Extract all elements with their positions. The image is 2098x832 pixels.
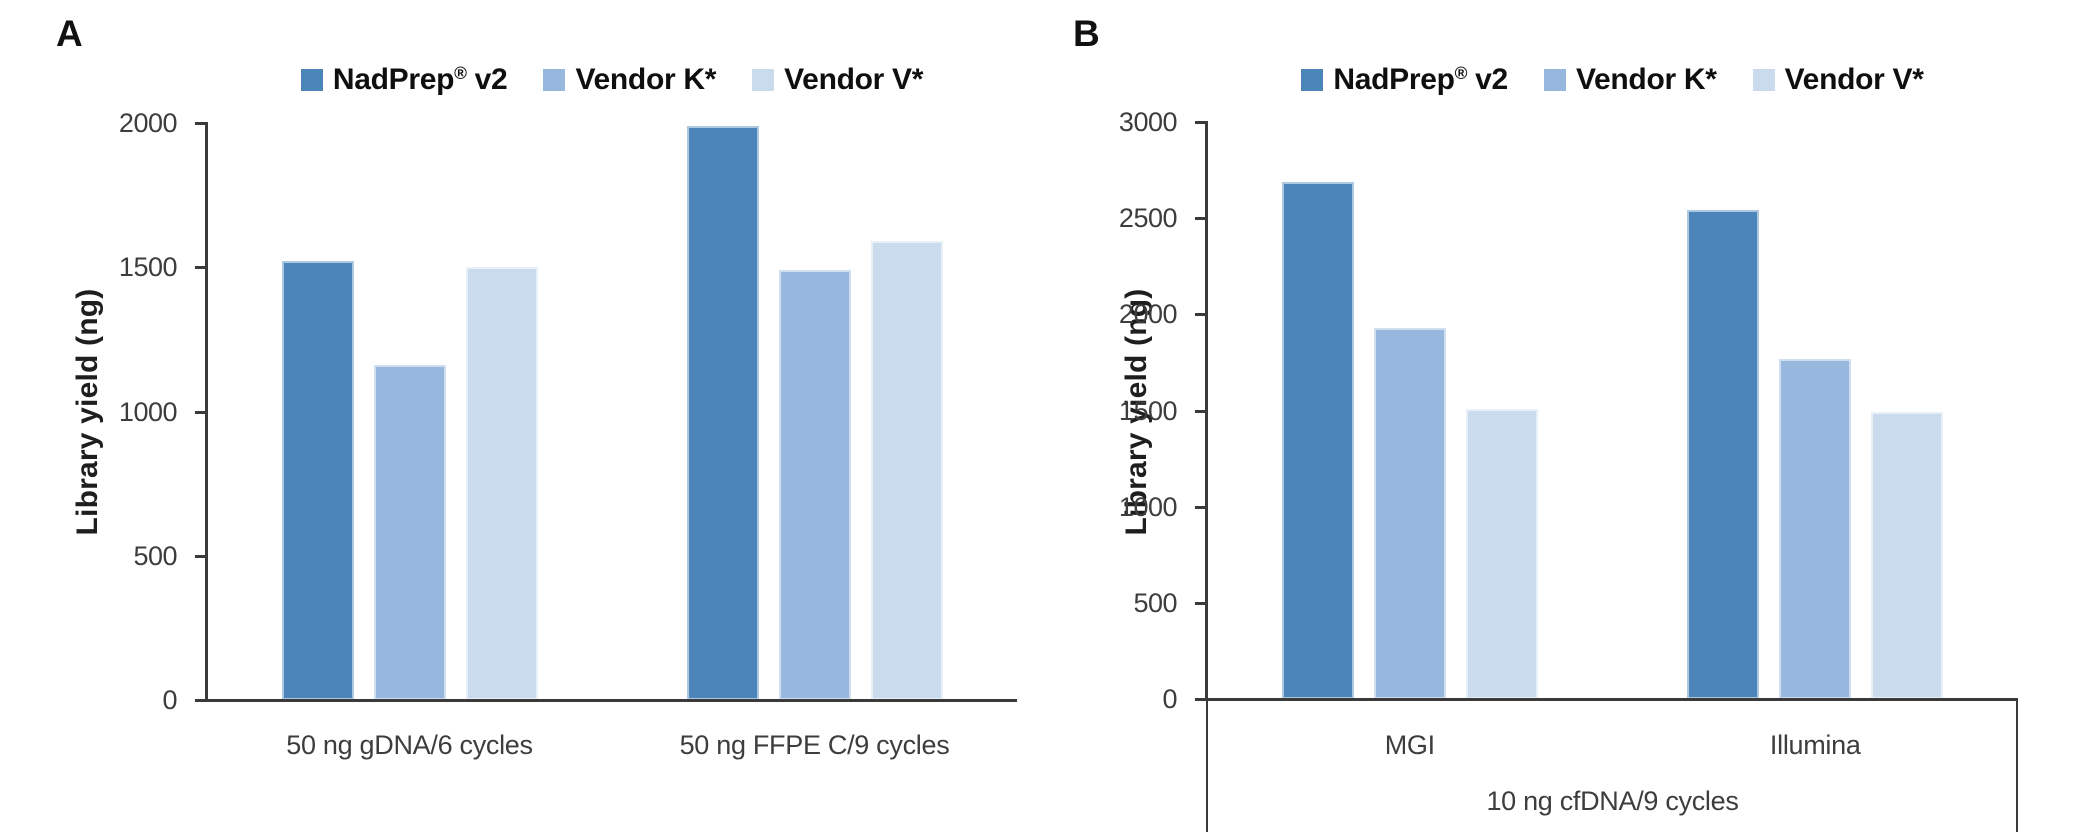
y-axis-line: [205, 122, 208, 701]
y-tick-label: 2500: [1118, 203, 1178, 233]
panel-label-b: B: [1073, 13, 1100, 54]
y-tick-mark: [1195, 506, 1207, 509]
x-category-label: MGI: [1384, 730, 1435, 760]
bar-vendor-v: [466, 267, 538, 700]
y-tick-label: 500: [1133, 588, 1177, 618]
legend-swatch-vendor-v: [752, 69, 775, 91]
legend-label-nadprep-v2: NadPrep® v2: [1333, 63, 1508, 96]
y-tick-mark: [1195, 410, 1207, 413]
panel-b: B NadPrep® v2 Vendor K* Vendor V* Library yi…: [1049, 0, 2098, 832]
legend-item-vendor-k: Vendor K*: [1543, 63, 1717, 97]
y-tick-label: 1000: [1118, 492, 1178, 522]
bar-vendor-v: [871, 241, 943, 700]
bar-vendor-k: [374, 365, 446, 700]
bar-vendor-v: [1466, 409, 1538, 699]
legend-label-vendor-k: Vendor K*: [575, 63, 717, 96]
y-tick-mark: [1195, 602, 1207, 605]
y-tick-mark: [1195, 121, 1207, 124]
legend-swatch-vendor-v: [1752, 69, 1775, 91]
panel-label-a: A: [56, 13, 83, 54]
category-bracket-right-line: [2016, 699, 2018, 832]
legend-item-nadprep-v2: NadPrep® v2: [1301, 63, 1508, 97]
y-tick-label: 500: [133, 541, 177, 571]
legend-swatch-nadprep-v2: [300, 69, 323, 91]
legend-item-vendor-v: Vendor V*: [1752, 63, 1924, 97]
x-axis-group-label: 10 ng cfDNA/9 cycles: [1486, 786, 1739, 816]
y-tick-mark: [195, 411, 207, 414]
legend-item-vendor-k: Vendor K*: [543, 63, 716, 97]
bar-vendor-k: [1779, 359, 1851, 699]
x-axis-line: [195, 699, 1017, 702]
bar-vendor-k: [1374, 328, 1446, 699]
legend-item-nadprep-v2: NadPrep® v2: [300, 63, 508, 97]
bar-vendor-v: [1871, 412, 1943, 699]
y-tick-mark: [195, 266, 207, 269]
legend-label-nadprep-v2: NadPrep® v2: [332, 63, 508, 96]
y-axis-line: [1205, 121, 1208, 700]
legend-swatch-vendor-k: [543, 69, 566, 91]
bar-nadprep-v2: [1687, 210, 1759, 699]
legend-label-vendor-k: Vendor K*: [1575, 63, 1717, 96]
y-tick-mark: [1195, 217, 1207, 220]
legend: NadPrep® v2 Vendor K* Vendor V*: [207, 60, 1017, 100]
y-tick-label: 1500: [118, 252, 178, 282]
y-tick-mark: [195, 122, 207, 125]
bar-vendor-k: [779, 270, 851, 700]
legend-swatch-nadprep-v2: [1301, 69, 1324, 91]
legend-label-vendor-v: Vendor V*: [784, 63, 924, 96]
y-tick-label: 0: [1162, 684, 1177, 714]
bar-nadprep-v2: [687, 126, 759, 700]
x-axis-line: [1195, 698, 2018, 701]
panel-a: A NadPrep® v2 Vendor K* Vendor V* Library yi…: [56, 13, 1017, 760]
y-tick-mark: [195, 555, 207, 558]
bar-nadprep-v2: [282, 261, 354, 700]
legend-swatch-vendor-k: [1543, 69, 1566, 91]
y-tick-label: 2000: [118, 108, 178, 138]
y-tick-label: 1000: [118, 397, 178, 427]
y-tick-label: 0: [162, 685, 177, 715]
x-category-label: 50 ng FFPE C/9 cycles: [679, 730, 950, 760]
x-category-label: 50 ng gDNA/6 cycles: [286, 730, 533, 760]
x-category-label: Illumina: [1769, 730, 1861, 760]
y-tick-label: 1500: [1118, 396, 1178, 426]
legend: NadPrep® v2 Vendor K* Vendor V*: [1207, 60, 2018, 100]
legend-label-vendor-v: Vendor V*: [1784, 63, 1924, 96]
y-tick-label: 3000: [1118, 107, 1178, 137]
bar-nadprep-v2: [1282, 182, 1354, 699]
legend-item-vendor-v: Vendor V*: [752, 63, 923, 97]
category-bracket-left-line: [1206, 699, 1208, 832]
y-tick-mark: [1195, 313, 1207, 316]
y-tick-label: 2000: [1118, 299, 1178, 329]
